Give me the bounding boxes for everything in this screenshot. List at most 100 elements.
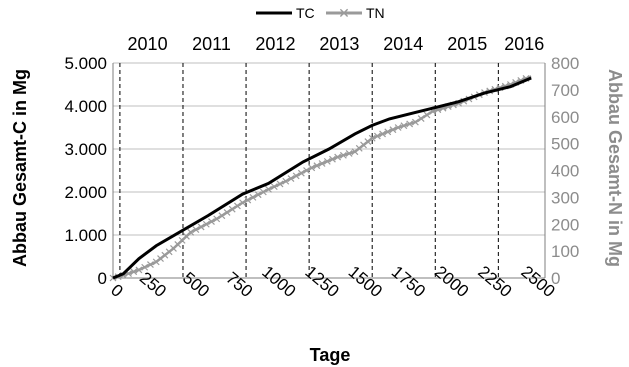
point-tn-10-1 <box>313 162 321 170</box>
y-right-tick-0: 0 <box>551 269 560 288</box>
y-right-tick-7: 700 <box>551 81 579 100</box>
point-tn-11-2 <box>345 150 353 157</box>
y-axis-left-label: Abbau Gesamt-C in Mg <box>10 69 30 267</box>
x-tick-7: 1750 <box>388 262 429 301</box>
x-tick-1: 250 <box>136 268 170 301</box>
x-tick-3: 750 <box>222 268 256 301</box>
point-tn-13-3 <box>384 128 392 136</box>
point-tn-13-0 <box>368 134 376 142</box>
point-tn-3-2 <box>161 251 169 259</box>
year-label-2013: 2013 <box>319 34 359 54</box>
point-tn-8-0 <box>265 185 272 193</box>
point-tn-6-2 <box>223 209 231 216</box>
y-left-tick-3: 3.000 <box>64 140 107 159</box>
point-tn-10-4 <box>329 155 336 163</box>
point-tn-12-1 <box>355 144 363 152</box>
point-tn-15-0 <box>411 118 419 126</box>
point-tn-7-3 <box>254 191 262 199</box>
y-left-tick-5: 5.000 <box>64 54 107 73</box>
point-tn-5-4 <box>208 218 215 225</box>
point-tn-11-0 <box>334 153 342 161</box>
point-tn-9-2 <box>292 172 300 180</box>
y-right-tick-1: 100 <box>551 242 579 261</box>
x-tick-2: 500 <box>179 268 213 301</box>
point-tn-14-2 <box>406 120 414 128</box>
year-label-2016: 2016 <box>504 34 544 54</box>
series-line-tn <box>112 75 532 280</box>
point-tn-12-0 <box>351 148 359 156</box>
x-tick-5: 1250 <box>301 262 342 301</box>
point-tn-5-1 <box>192 226 200 234</box>
legend: TC ✕ TN <box>256 5 385 22</box>
point-tn-1-2 <box>130 268 138 276</box>
point-tn-10-3 <box>323 157 331 165</box>
y-right-tick-5: 500 <box>551 135 579 154</box>
year-label-2011: 2011 <box>192 34 231 54</box>
year-markers: 2010 2011 2012 2013 2014 2015 2016 <box>119 34 544 278</box>
point-tn-7-1 <box>244 196 252 204</box>
point-tn-9-3 <box>297 169 305 177</box>
y-left-tick-0: 0 <box>98 269 107 288</box>
point-tn-12-2 <box>360 141 367 149</box>
point-tn-2-0 <box>135 266 143 274</box>
y-axis-right-label: Abbau Gesamt-N in Mg <box>605 69 625 267</box>
point-tn-7-4 <box>259 188 267 196</box>
y-left-tick-1: 1.000 <box>64 226 107 245</box>
y-right-tick-6: 600 <box>551 108 579 127</box>
year-label-2015: 2015 <box>447 34 487 54</box>
point-tn-14-0 <box>394 124 402 131</box>
point-tn-6-4 <box>233 202 241 210</box>
point-tn-9-1 <box>287 175 295 182</box>
x-axis-label: Tage <box>310 345 351 365</box>
point-tn-9-0 <box>282 177 290 185</box>
x-tick-8: 2000 <box>431 262 472 301</box>
y-right-tick-3: 300 <box>551 188 579 207</box>
y-right-tick-4: 400 <box>551 162 579 181</box>
x-tick-9: 2250 <box>474 262 515 301</box>
point-tn-7-0 <box>239 199 247 207</box>
point-tn-10-2 <box>318 160 326 167</box>
point-tn-14-1 <box>400 122 408 130</box>
axes <box>112 63 546 279</box>
year-label-2012: 2012 <box>255 34 295 54</box>
year-label-2014: 2014 <box>383 34 423 54</box>
point-tn-6-1 <box>218 212 226 220</box>
point-tn-2-2 <box>147 261 154 268</box>
series <box>109 75 532 282</box>
point-tn-3-1 <box>157 255 164 262</box>
point-tn-8-1 <box>270 183 278 191</box>
y-right-tick-2: 200 <box>551 215 579 234</box>
point-tn-5-3 <box>202 220 210 228</box>
point-tn-13-1 <box>373 132 381 140</box>
year-label-2010: 2010 <box>128 34 168 54</box>
point-tn-5-0 <box>187 228 195 236</box>
legend-label-tn: TN <box>366 5 385 21</box>
y-left-tick-4: 4.000 <box>64 97 107 116</box>
point-tn-2-1 <box>141 263 149 271</box>
point-tn-7-2 <box>249 193 257 201</box>
point-tn-13-4 <box>389 126 397 134</box>
point-tn-5-2 <box>197 223 205 231</box>
point-tn-6-3 <box>228 205 236 213</box>
point-tn-15-1 <box>417 115 425 122</box>
x-tick-4: 1000 <box>258 262 299 301</box>
y-right-tick-8: 800 <box>551 54 579 73</box>
point-tn-12-3 <box>364 138 372 146</box>
point-tn-3-0 <box>152 258 160 266</box>
legend-marker-tn: ✕ <box>338 6 350 22</box>
point-tn-13-2 <box>379 130 386 138</box>
point-tn-11-1 <box>339 151 347 159</box>
point-tn-9-4 <box>303 167 310 174</box>
x-tick-6: 1500 <box>345 262 386 301</box>
point-tn-10-0 <box>308 164 316 172</box>
point-tn-3-3 <box>165 248 173 256</box>
tick-labels: 0 1.000 2.000 3.000 4.000 5.000 0 100 200 300 400 5… <box>64 54 579 301</box>
point-tn-15-2 <box>423 111 431 119</box>
x-tick-0: 0 <box>107 280 126 301</box>
point-tn-8-2 <box>276 180 284 188</box>
y-left-tick-2: 2.000 <box>64 183 107 202</box>
legend-label-tc: TC <box>296 5 315 21</box>
series-line-tc <box>112 76 532 280</box>
point-tn-6-0 <box>213 215 221 223</box>
